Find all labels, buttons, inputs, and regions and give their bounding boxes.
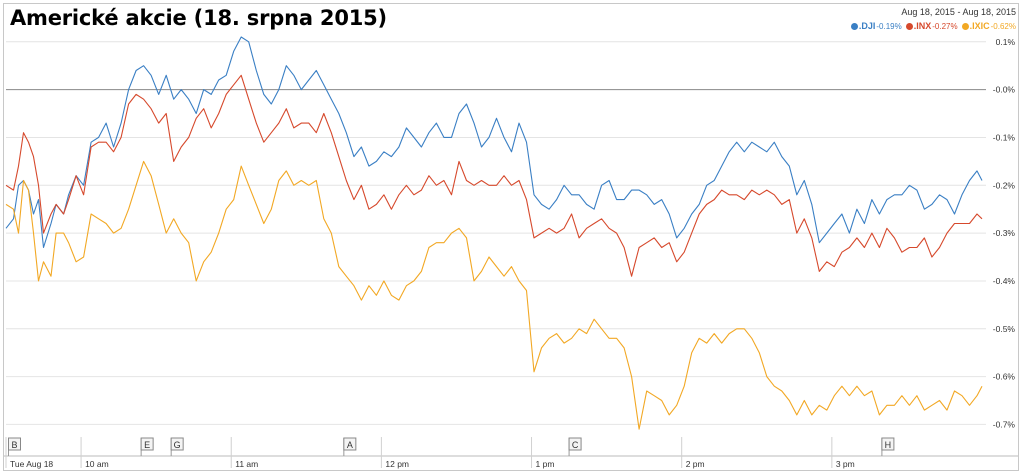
y-tick-label: -0.3%: [993, 228, 1016, 238]
y-tick-label: 0.1%: [996, 37, 1016, 47]
x-tick-label: 1 pm: [536, 459, 555, 469]
news-flag-label: C: [572, 440, 579, 450]
series-line-inx: [5, 74, 983, 277]
x-tick-label: 11 am: [235, 459, 258, 469]
legend-item[interactable]: .DJI -0.19%: [850, 21, 902, 31]
news-flag-label: H: [885, 440, 892, 450]
legend-item[interactable]: .INX -0.27%: [905, 21, 958, 31]
news-flag[interactable]: H: [881, 437, 895, 456]
legend-item[interactable]: .IXIC -0.62%: [961, 21, 1016, 31]
news-flag[interactable]: E: [140, 437, 154, 456]
legend-series-change: -0.19%: [876, 21, 902, 31]
y-tick-label: -0.1%: [993, 132, 1016, 142]
news-flag-label: G: [174, 440, 181, 450]
news-flag-label: B: [11, 440, 17, 450]
news-flag[interactable]: B: [8, 437, 22, 456]
series-line-dji: [5, 36, 983, 249]
news-flag-box: [140, 437, 154, 451]
news-flag-box: [8, 437, 22, 451]
y-tick-label: -0.6%: [993, 372, 1016, 382]
news-flag-label: E: [144, 440, 150, 450]
x-tick-label: Tue Aug 18: [10, 459, 53, 469]
news-flag-box: [343, 437, 357, 451]
x-tick-label: 10 am: [85, 459, 109, 469]
x-tick-label: 12 pm: [385, 459, 409, 469]
news-flag-box: [881, 437, 895, 451]
y-tick-label: -0.7%: [993, 419, 1016, 429]
legend-series-name: .DJI: [858, 21, 876, 31]
y-tick-label: -0.4%: [993, 276, 1016, 286]
news-flag[interactable]: G: [170, 437, 184, 456]
news-flag-label: A: [347, 440, 353, 450]
chart-title: Americké akcie (18. srpna 2015): [10, 6, 387, 30]
news-flag-box: [170, 437, 184, 451]
y-tick-label: -0.2%: [993, 180, 1016, 190]
x-tick-label: 3 pm: [836, 459, 855, 469]
legend-dot-icon: [905, 22, 913, 30]
y-tick-label: -0.5%: [993, 324, 1016, 334]
legend-dot-icon: [961, 22, 969, 30]
y-tick-label: -0.0%: [993, 85, 1016, 95]
legend-dot-icon: [850, 22, 858, 30]
news-flag[interactable]: A: [343, 437, 357, 456]
legend-series-change: -0.62%: [990, 21, 1016, 31]
legend: .DJI -0.19% .INX -0.27% .IXIC -0.62%: [850, 21, 1016, 31]
series-line-ixic: [5, 160, 983, 430]
date-range: Aug 18, 2015 - Aug 18, 2015: [901, 7, 1016, 17]
x-tick-label: 2 pm: [686, 459, 705, 469]
news-flag[interactable]: C: [568, 437, 582, 456]
chart-frame: [3, 3, 1019, 471]
legend-series-name: .IXIC: [969, 21, 990, 31]
legend-series-change: -0.27%: [932, 21, 958, 31]
news-flag-box: [568, 437, 582, 451]
legend-series-name: .INX: [913, 21, 932, 31]
